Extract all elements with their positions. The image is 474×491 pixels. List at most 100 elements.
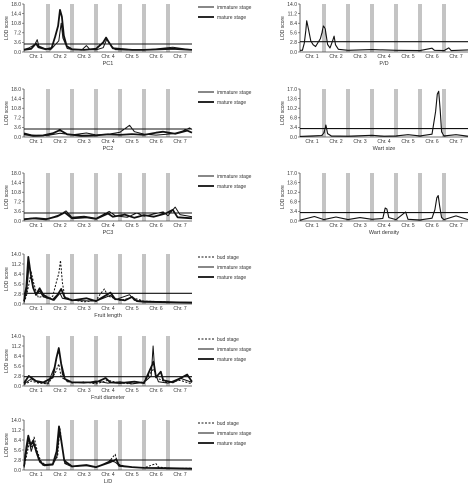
legend-label: mature stage: [217, 15, 246, 21]
chromosome-label: Chr. 4: [101, 388, 115, 394]
y-axis-title: LOD score: [280, 16, 286, 40]
chromosome-label: Chr. 6: [149, 139, 163, 145]
panel-1: 18.0 14.4 10.8 7.2 3.6 0.0 LOD score Chr. 1 Chr.…: [4, 2, 252, 67]
chromosome-label: Chr. 2: [53, 223, 67, 229]
panel-9: 14.0 11.2 8.4 5.6 2.8 0.0 LOD score Chr. 1 Chr. …: [4, 418, 252, 485]
chromosome-label: Chr. 7: [173, 139, 187, 145]
panel-2: 14.0 11.2 8.4 5.6 2.8 0.0 LOD score Chr. 1 Chr. …: [280, 2, 469, 67]
chromosome-label: Chr. 4: [101, 472, 115, 478]
chromosome-label: Chr. 4: [101, 139, 115, 145]
panel-title: Wart density: [369, 230, 400, 236]
y-tick-label: 3.4: [290, 209, 297, 215]
chromosome-label: Chr. 4: [101, 306, 115, 312]
chromosome-label: Chr. 6: [425, 223, 439, 229]
chromosome-label: Chr. 1: [305, 223, 319, 229]
panel-7: 14.0 11.2 8.4 5.6 2.8 0.0 LOD score Chr. 1 Chr. …: [4, 252, 252, 319]
y-tick-label: 8.4: [290, 21, 297, 27]
y-tick-label: 10.8: [11, 190, 21, 196]
chromosome-label: Chr. 3: [77, 139, 91, 145]
chromosome-label: Chr. 3: [77, 306, 91, 312]
y-tick-label: 10.8: [11, 21, 21, 27]
y-tick-label: 10.2: [287, 190, 297, 196]
y-tick-label: 7.2: [14, 31, 21, 37]
chromosome-label: Chr. 7: [173, 306, 187, 312]
chromosome-label: Chr. 1: [305, 139, 319, 145]
panel-title: PC2: [103, 146, 114, 152]
y-tick-label: 18.0: [11, 171, 21, 177]
chromosome-label: Chr. 2: [53, 472, 67, 478]
y-tick-label: 0.0: [14, 468, 21, 474]
chromosome-label: Chr. 7: [449, 223, 463, 229]
y-tick-label: 10.2: [287, 106, 297, 112]
chromosome-label: Chr. 2: [53, 139, 67, 145]
y-tick-label: 11.2: [12, 262, 22, 268]
y-tick-label: 2.8: [290, 40, 297, 46]
chromosome-label: Chr. 3: [353, 54, 367, 60]
chromosome-label: Chr. 5: [401, 139, 415, 145]
legend-label: immature stage: [217, 431, 252, 437]
chromosome-label: Chr. 1: [29, 472, 43, 478]
legend-label: mature stage: [217, 441, 246, 447]
legend-label: immature stage: [217, 174, 252, 180]
chromosome-label: Chr. 4: [377, 139, 391, 145]
y-tick-label: 13.6: [287, 180, 297, 186]
chromosome-label: Chr. 7: [173, 54, 187, 60]
y-tick-label: 0.0: [290, 219, 297, 225]
chromosome-label: Chr. 5: [125, 388, 139, 394]
y-tick-label: 6.8: [290, 116, 297, 122]
chromosome-label: Chr. 1: [29, 388, 43, 394]
lod-curve: [299, 195, 469, 221]
y-tick-label: 5.6: [14, 282, 21, 288]
y-axis-title: LOD score: [280, 185, 286, 209]
y-tick-label: 14.4: [11, 96, 21, 102]
legend-label: immature stage: [217, 90, 252, 96]
chromosome-label: Chr. 5: [125, 472, 139, 478]
chromosome-label: Chr. 2: [329, 223, 343, 229]
chromosome-label: Chr. 6: [149, 472, 163, 478]
y-tick-label: 0.0: [14, 50, 21, 56]
y-tick-label: 11.2: [12, 344, 22, 350]
chromosome-label: Chr. 4: [101, 223, 115, 229]
y-axis-title: LOD score: [4, 433, 10, 457]
panel-4: 17.0 13.6 10.2 6.8 3.4 0.0 LOD score Chr. 1 Chr.…: [280, 87, 469, 152]
chromosome-label: Chr. 6: [425, 54, 439, 60]
y-tick-label: 8.4: [14, 438, 21, 444]
legend-label: mature stage: [217, 184, 246, 190]
chromosome-label: Chr. 7: [173, 388, 187, 394]
chromosome-label: Chr. 7: [449, 139, 463, 145]
chromosome-label: Chr. 3: [77, 472, 91, 478]
lod-curve: [23, 129, 193, 137]
y-axis-title: LOD score: [4, 267, 10, 291]
y-tick-label: 3.4: [290, 125, 297, 131]
panel-title: PC3: [103, 230, 114, 236]
legend-label: bud stage: [217, 255, 239, 261]
lod-curve: [300, 20, 469, 52]
y-tick-label: 17.0: [287, 87, 297, 93]
y-tick-label: 11.2: [288, 11, 298, 17]
lod-curve: [23, 425, 193, 470]
panel-3: 18.0 14.4 10.8 7.2 3.6 0.0 LOD score Chr. 1 Chr.…: [4, 87, 252, 152]
y-tick-label: 7.2: [14, 116, 21, 122]
chromosome-label: Chr. 5: [401, 54, 415, 60]
y-tick-label: 5.6: [290, 31, 297, 37]
y-tick-label: 2.8: [14, 292, 21, 298]
y-tick-label: 3.6: [14, 209, 21, 215]
chromosome-label: Chr. 6: [149, 306, 163, 312]
y-tick-label: 8.4: [14, 354, 21, 360]
y-axis-title: LOD score: [4, 185, 10, 209]
chromosome-label: Chr. 4: [101, 54, 115, 60]
chromosome-label: Chr. 7: [173, 472, 187, 478]
y-tick-label: 6.8: [290, 200, 297, 206]
y-tick-label: 0.0: [14, 135, 21, 141]
chromosome-label: Chr. 1: [29, 54, 43, 60]
legend-label: bud stage: [217, 337, 239, 343]
chromosome-label: Chr. 6: [425, 139, 439, 145]
lod-curve: [23, 208, 193, 221]
y-tick-label: 14.0: [11, 334, 21, 340]
chromosome-label: Chr. 3: [353, 223, 367, 229]
legend-label: immature stage: [217, 347, 252, 353]
panel-title: P/D: [379, 61, 388, 67]
panel-8: 14.0 11.2 8.4 5.6 2.8 0.0 LOD score Chr. 1 Chr. …: [4, 334, 252, 401]
chromosome-label: Chr. 5: [125, 54, 139, 60]
